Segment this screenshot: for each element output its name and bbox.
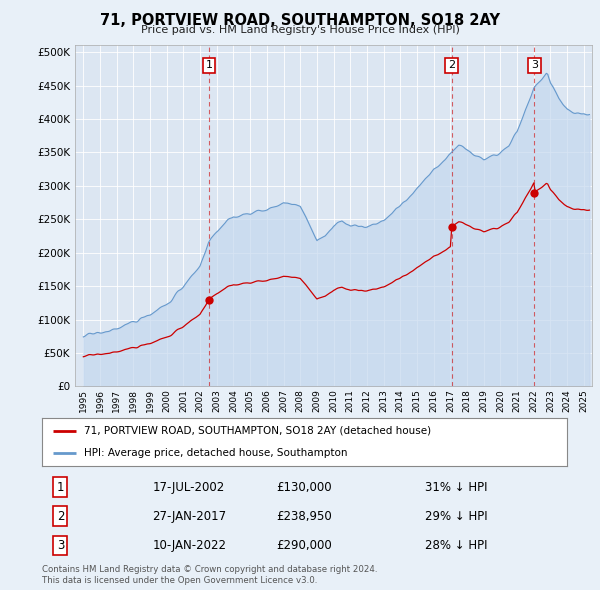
- Text: 2: 2: [56, 510, 64, 523]
- Text: £238,950: £238,950: [277, 510, 332, 523]
- Text: £130,000: £130,000: [277, 480, 332, 494]
- Text: 17-JUL-2002: 17-JUL-2002: [152, 480, 224, 494]
- Text: 10-JAN-2022: 10-JAN-2022: [152, 539, 226, 552]
- Text: 3: 3: [531, 61, 538, 70]
- Text: 29% ↓ HPI: 29% ↓ HPI: [425, 510, 488, 523]
- Text: 2: 2: [448, 61, 455, 70]
- Text: 71, PORTVIEW ROAD, SOUTHAMPTON, SO18 2AY (detached house): 71, PORTVIEW ROAD, SOUTHAMPTON, SO18 2AY…: [84, 426, 431, 436]
- Text: £290,000: £290,000: [277, 539, 332, 552]
- Text: 3: 3: [56, 539, 64, 552]
- Text: Price paid vs. HM Land Registry's House Price Index (HPI): Price paid vs. HM Land Registry's House …: [140, 25, 460, 35]
- Text: 1: 1: [56, 480, 64, 494]
- Text: 1: 1: [206, 61, 212, 70]
- Text: 31% ↓ HPI: 31% ↓ HPI: [425, 480, 488, 494]
- Text: HPI: Average price, detached house, Southampton: HPI: Average price, detached house, Sout…: [84, 448, 347, 458]
- Text: 28% ↓ HPI: 28% ↓ HPI: [425, 539, 488, 552]
- Text: Contains HM Land Registry data © Crown copyright and database right 2024.
This d: Contains HM Land Registry data © Crown c…: [42, 565, 377, 585]
- Text: 27-JAN-2017: 27-JAN-2017: [152, 510, 226, 523]
- Text: 71, PORTVIEW ROAD, SOUTHAMPTON, SO18 2AY: 71, PORTVIEW ROAD, SOUTHAMPTON, SO18 2AY: [100, 13, 500, 28]
